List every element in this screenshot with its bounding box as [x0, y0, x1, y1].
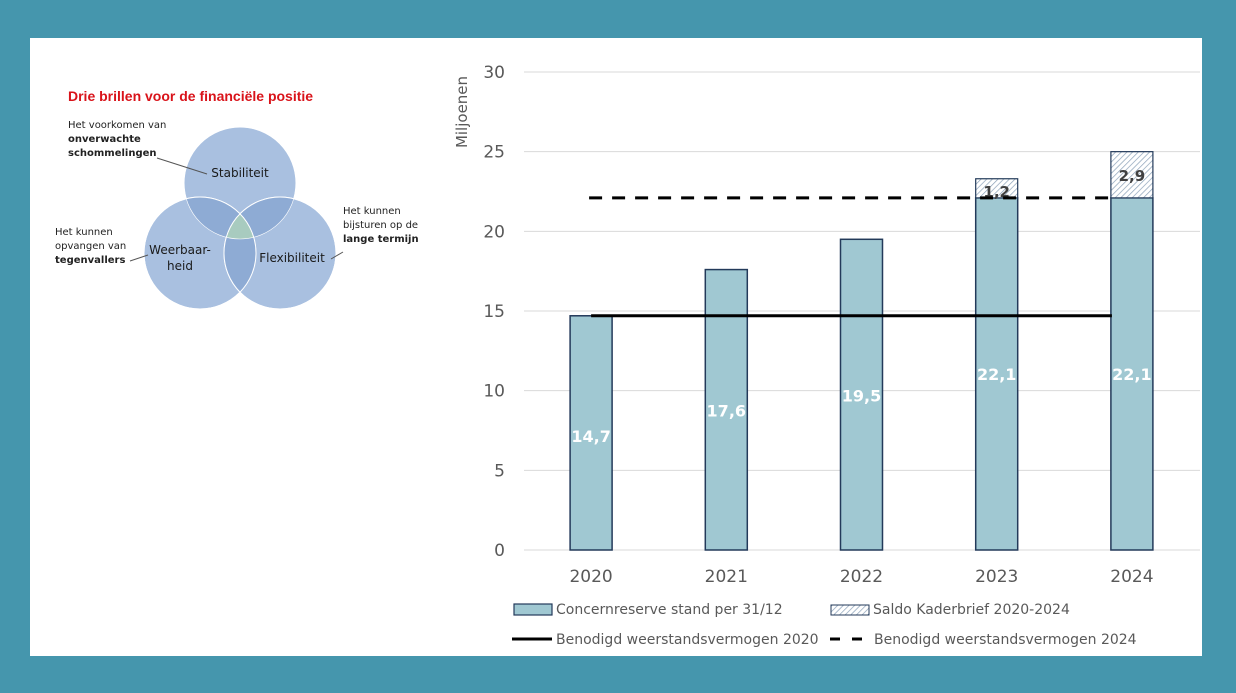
x-tick-label: 2020	[569, 567, 612, 587]
venn-label-flexibiliteit: Flexibiliteit	[259, 251, 325, 265]
y-tick-label: 30	[483, 63, 505, 83]
y-tick-label: 15	[483, 302, 505, 322]
leader-line-flexibiliteit	[330, 251, 344, 260]
x-tick-label: 2023	[975, 567, 1018, 587]
legend-label-saldo: Saldo Kaderbrief 2020-2024	[873, 602, 1070, 618]
venn-title: Drie brillen voor de financiële positie	[68, 88, 314, 104]
bar-concernreserve	[569, 315, 613, 551]
legend-swatch-concernreserve	[513, 603, 553, 616]
data-label-concernreserve: 14,7	[571, 427, 610, 446]
legend-label-line-2024: Benodigd weerstandsvermogen 2024	[874, 632, 1137, 648]
data-label-concernreserve: 19,5	[842, 386, 881, 405]
legend-label-concernreserve: Concernreserve stand per 31/12	[556, 602, 783, 618]
venn-label-stabiliteit: Stabiliteit	[211, 166, 269, 180]
data-label-concernreserve: 22,1	[1112, 365, 1151, 384]
y-tick-label: 5	[494, 461, 505, 481]
bar-concernreserve	[974, 197, 1019, 551]
venn-label-weerbaarheid-1: Weerbaar-	[149, 243, 211, 257]
legend-label-line-2020: Benodigd weerstandsvermogen 2020	[556, 632, 819, 648]
leader-line-stabiliteit	[156, 157, 208, 175]
note-flexibiliteit: Het kunnen bijsturen op de lange termijn	[343, 206, 419, 245]
data-label-concernreserve: 22,1	[977, 365, 1016, 384]
x-tick-label: 2022	[840, 567, 883, 587]
data-label-saldo: 2,9	[1119, 167, 1146, 185]
y-tick-label: 0	[494, 541, 505, 561]
venn-label-weerbaarheid-2: heid	[167, 259, 193, 273]
venn-overlap-sw	[184, 197, 256, 239]
note-weerbaarheid: Het kunnen opvangen van tegenvallers	[55, 227, 127, 266]
y-tick-label: 25	[483, 143, 505, 163]
y-tick-label: 10	[483, 382, 505, 402]
data-label-concernreserve: 17,6	[707, 402, 746, 421]
leader-line-weerbaarheid	[129, 254, 149, 262]
y-axis-label: Miljoenen	[453, 76, 471, 148]
y-tick-label: 20	[483, 222, 505, 242]
legend-swatch-saldo	[830, 604, 870, 616]
note-stabiliteit: Het voorkomen van onverwachte schommelin…	[68, 120, 167, 159]
x-tick-label: 2024	[1110, 567, 1153, 587]
bar-concernreserve	[839, 238, 884, 551]
bar-saldo-kaderbrief	[1110, 151, 1154, 199]
x-tick-label: 2021	[705, 567, 748, 587]
venn-overlap-sf	[224, 197, 296, 239]
bar-saldo-kaderbrief	[975, 178, 1019, 199]
